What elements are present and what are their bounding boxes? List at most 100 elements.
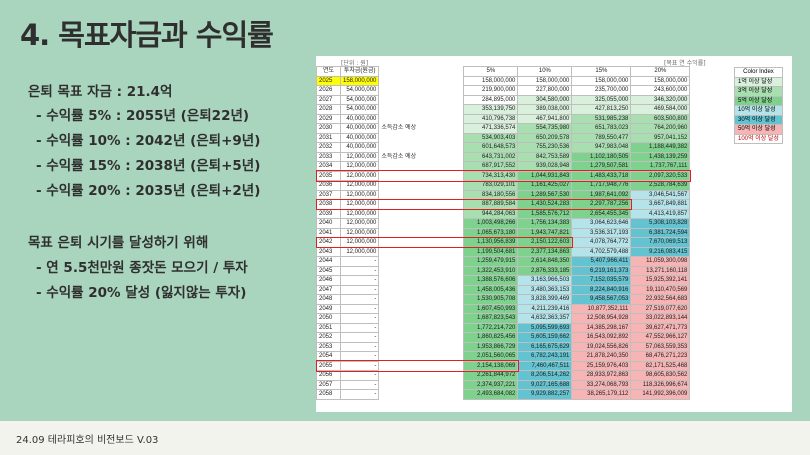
cell-r15: 12,508,954,928	[571, 313, 632, 324]
cell-invest: -	[339, 389, 380, 400]
cell-note-empty	[379, 95, 432, 105]
cell-year: 2027	[316, 94, 341, 105]
legend-row: 50억 이상 달성	[734, 124, 783, 135]
cell-r5: 1,199,504,681	[463, 246, 519, 257]
projection-table: 연도 투자금(원금) 5% 10% 15% 20% 2025 158,000,00…	[316, 66, 691, 400]
cell-r20: 957,041,152	[630, 132, 691, 143]
cell-note-empty	[379, 114, 432, 124]
cell-year: 2051	[316, 322, 341, 333]
cell-r15: 235,700,000	[571, 85, 632, 96]
table-row: 2030 40,000,000 소득감소 예상 471,336,574 554,735,…	[316, 123, 691, 134]
cell-r10: 1,585,576,712	[517, 208, 573, 219]
cell-r10: 4,632,363,357	[517, 313, 573, 324]
cell-gap	[431, 389, 464, 399]
table-row: 2056- 2,261,844,972 8,206,514,262 28,933,97…	[316, 370, 691, 381]
cell-r10: 304,580,000	[517, 94, 573, 105]
cell-r15: 3,536,317,193	[571, 227, 632, 238]
cell-gap	[431, 190, 464, 200]
legend-item: 10억 이상 달성	[734, 105, 783, 116]
cell-invest: -	[339, 294, 380, 305]
cell-r20: 19,110,470,569	[630, 284, 691, 295]
cell-year: 2029	[316, 113, 341, 124]
cell-invest: 54,000,000	[339, 104, 380, 115]
table-row: 2040 12,000,000 1,003,498,266 1,756,134,383…	[316, 218, 691, 229]
cell-r20: 2,528,784,639	[630, 180, 691, 191]
cell-gap	[431, 361, 464, 371]
cell-r20: 764,200,960	[630, 123, 691, 134]
cell-r15: 8,224,840,916	[571, 284, 632, 295]
legend-row: 1억 이상 달성	[734, 76, 783, 87]
cell-r20: 57,063,559,353	[630, 341, 691, 352]
cell-r15: 10,877,352,111	[571, 303, 632, 314]
cell-invest: -	[339, 379, 380, 390]
bullet-rate-20: - 수익률 20% : 2035년 (은퇴+2년)	[36, 183, 261, 199]
cell-r5: 2,261,844,972	[463, 370, 519, 381]
bullet-target-amount: 은퇴 목표 자금 : 21.4억	[28, 84, 173, 100]
cell-r10: 842,753,589	[517, 151, 573, 162]
cell-gap	[431, 247, 464, 257]
legend-title: Color Index	[734, 67, 783, 78]
footer-text: 24.09 테라피호의 비전보드 V.03	[16, 435, 159, 446]
cell-r15: 28,933,972,863	[571, 370, 632, 381]
highlight-2055-row	[316, 360, 519, 372]
cell-r15: 531,985,238	[571, 113, 632, 124]
cell-year: 2047	[316, 284, 341, 295]
cell-r15: 5,407,966,411	[571, 256, 632, 267]
cell-gap	[431, 351, 464, 361]
cell-r20: 3,667,849,881	[630, 199, 691, 210]
cell-gap	[431, 304, 464, 314]
cell-r5: 1,687,823,543	[463, 313, 519, 324]
cell-gap	[431, 142, 464, 152]
cell-invest: -	[339, 370, 380, 381]
cell-r20: 5,308,103,828	[630, 218, 691, 229]
cell-r10: 4,211,239,416	[517, 303, 573, 314]
cell-r5: 1,003,498,266	[463, 218, 519, 229]
cell-r10: 7,460,467,511	[517, 360, 573, 371]
highlight-2042-row	[316, 236, 573, 248]
cell-year: 2033	[316, 151, 341, 162]
table-row: 2041 12,000,000 1,065,673,180 1,943,747,821…	[316, 227, 691, 238]
cell-year: 2032	[316, 142, 341, 153]
cell-r10: 2,876,333,185	[517, 265, 573, 276]
cell-r5: 219,900,000	[463, 85, 519, 96]
cell-r15: 16,543,092,892	[571, 332, 632, 343]
cell-invest: -	[339, 275, 380, 286]
legend-item: 50억 이상 달성	[734, 124, 783, 135]
cell-note-empty	[379, 390, 432, 400]
table-row: 2048- 1,530,905,708 3,828,399,469 9,458,567…	[316, 294, 691, 305]
cell-invest: -	[339, 256, 380, 267]
cell-r15: 33,274,068,793	[571, 379, 632, 390]
cell-gap	[431, 256, 464, 266]
spreadsheet-image: [단위 : 원] [목표 연 수익률] 연도 투자금(원금) 5% 10% 15…	[316, 56, 792, 412]
table-header-row: 연도 투자금(원금) 5% 10% 15% 20%	[316, 66, 691, 77]
cell-r10: 467,941,800	[517, 113, 573, 124]
cell-r5: 534,903,403	[463, 132, 519, 143]
unit-label: [단위 : 원]	[341, 60, 369, 67]
cell-year: 2048	[316, 294, 341, 305]
legend-item: 30억 이상 달성	[734, 114, 783, 125]
table-row: 2039 12,000,000 944,284,063 1,585,576,712 2,…	[316, 208, 691, 219]
table-row: 2054-2,051,560,065 6,782,243,191 21,878,24…	[316, 351, 691, 362]
cell-invest: -	[339, 313, 380, 324]
cell-r20: 603,500,800	[630, 113, 691, 124]
cell-note-empty	[379, 285, 432, 295]
cell-r5: 944,284,063	[463, 208, 519, 219]
cell-r15: 19,024,556,826	[571, 341, 632, 352]
cell-year: 2050	[316, 313, 341, 324]
cell-r20: 47,552,966,127	[630, 332, 691, 343]
cell-r10: 9,027,165,688	[517, 379, 573, 390]
table-row: 2049- 1,607,450,993 4,211,239,416 10,877,35…	[316, 303, 691, 314]
cell-gap	[431, 171, 464, 181]
cell-gap	[431, 76, 464, 86]
bullet-goal-heading: 목표 은퇴 시기를 달성하기 위해	[28, 235, 209, 251]
table-row: 2047- 1,458,005,436 3,480,363,153 8,224,840…	[316, 284, 691, 295]
cell-gap	[431, 209, 464, 219]
cell-r15: 2,654,455,345	[571, 208, 632, 219]
cell-invest: 40,000,000	[339, 113, 380, 124]
rate-label: [목표 연 수익률]	[664, 60, 706, 67]
table-row: 2055-2,154,138,069 7,460,467,511 25,159,97…	[316, 360, 691, 371]
cell-r10: 2,614,848,350	[517, 256, 573, 267]
cell-r15: 1,717,948,776	[571, 180, 632, 191]
cell-note-empty	[379, 371, 432, 381]
cell-r15: 427,813,250	[571, 104, 632, 115]
